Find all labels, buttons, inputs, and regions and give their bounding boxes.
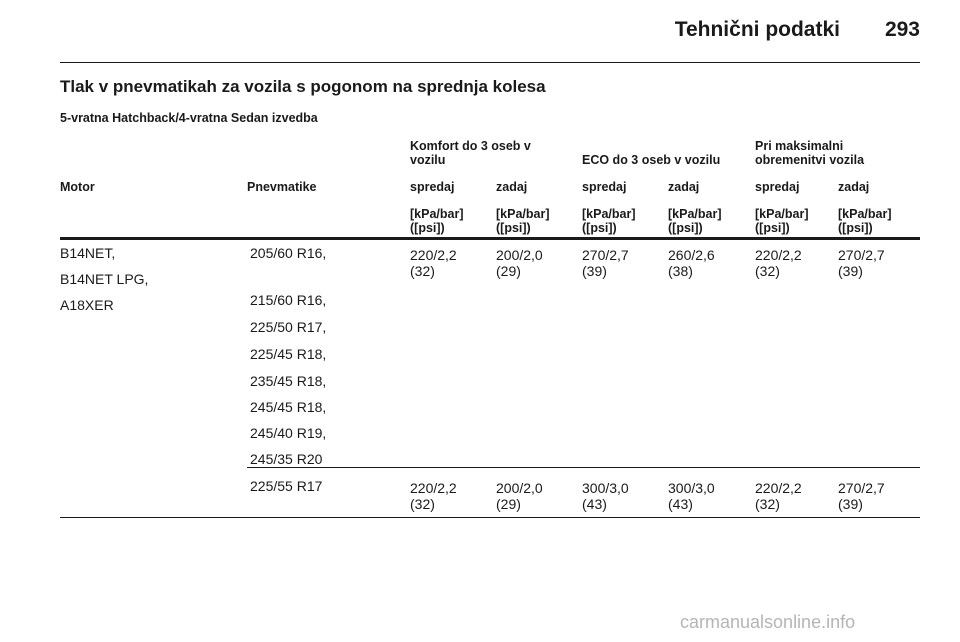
watermark: carmanualsonline.info [680, 612, 856, 632]
pressure-psi: (43) [668, 496, 693, 512]
column-header-eco-rear: zadaj [668, 180, 700, 194]
pressure-kpa-bar: 270/2,7 [838, 480, 885, 496]
pressure-value: 220/2,2 (32) [755, 480, 802, 512]
page-number: 293 [884, 18, 920, 41]
table-bottom-rule [60, 517, 920, 518]
pressure-value: 270/2,7 (39) [838, 247, 885, 279]
column-header-komfort-front: spredaj [410, 180, 455, 194]
tire-size: 225/50 R17, [250, 319, 327, 335]
tire-size: 245/45 R18, [250, 399, 327, 415]
pressure-kpa-bar: 220/2,2 [755, 480, 802, 496]
pressure-psi: (43) [582, 496, 607, 512]
unit-line: [kPa/bar] [496, 207, 550, 221]
variant-label: 5-vratna Hatchback/4-vratna Sedan izvedb… [60, 111, 318, 125]
pressure-value: 220/2,2 (32) [755, 247, 802, 279]
group-header-line: Pri maksimalni [755, 139, 844, 153]
tire-size: 245/35 R20 [250, 451, 323, 467]
pressure-kpa-bar: 270/2,7 [582, 247, 629, 263]
row-divider [247, 467, 920, 468]
tire-size: 225/55 R17 [250, 478, 323, 494]
pressure-kpa-bar: 270/2,7 [838, 247, 885, 263]
tire-size: 215/60 R16, [250, 292, 327, 308]
pressure-psi: (29) [496, 263, 521, 279]
unit-line: [kPa/bar] [582, 207, 636, 221]
chapter-title: Tehnični podatki [674, 18, 840, 41]
tire-size: 225/45 R18, [250, 346, 327, 362]
unit-line: [kPa/bar] [668, 207, 722, 221]
column-header-eco-front: spredaj [582, 180, 627, 194]
unit-line: ([psi]) [755, 221, 790, 235]
column-header-tires: Pnevmatike [247, 180, 317, 194]
pressure-kpa-bar: 200/2,0 [496, 480, 543, 496]
pressure-psi: (38) [668, 263, 693, 279]
unit-line: ([psi]) [582, 221, 617, 235]
pressure-value: 270/2,7 (39) [582, 247, 629, 279]
group-header-komfort: Komfort do 3 oseb v vozilu [410, 139, 531, 167]
pressure-psi: (29) [496, 496, 521, 512]
pressure-value: 200/2,0 (29) [496, 480, 543, 512]
unit-line: ([psi]) [668, 221, 703, 235]
pressure-psi: (32) [755, 496, 780, 512]
tire-size: 205/60 R16, [250, 245, 327, 261]
unit-label: [kPa/bar] ([psi]) [496, 207, 550, 235]
column-header-komfort-rear: zadaj [496, 180, 528, 194]
pressure-psi: (32) [410, 263, 435, 279]
column-header-max-front: spredaj [755, 180, 800, 194]
pressure-value: 300/3,0 (43) [582, 480, 629, 512]
group-header-max: Pri maksimalni obremenitvi vozila [755, 139, 864, 167]
page-header: Tehnični podatki 293 [60, 14, 920, 63]
pressure-value: 270/2,7 (39) [838, 480, 885, 512]
column-header-max-rear: zadaj [838, 180, 870, 194]
pressure-psi: (39) [582, 263, 607, 279]
pressure-kpa-bar: 220/2,2 [410, 247, 457, 263]
pressure-value: 260/2,6 (38) [668, 247, 715, 279]
pressure-kpa-bar: 220/2,2 [410, 480, 457, 496]
unit-label: [kPa/bar] ([psi]) [838, 207, 892, 235]
pressure-psi: (32) [410, 496, 435, 512]
unit-line: ([psi]) [838, 221, 873, 235]
pressure-kpa-bar: 200/2,0 [496, 247, 543, 263]
unit-label: [kPa/bar] ([psi]) [582, 207, 636, 235]
pressure-value: 300/3,0 (43) [668, 480, 715, 512]
unit-label: [kPa/bar] ([psi]) [755, 207, 809, 235]
group-header-line: vozilu [410, 153, 446, 167]
pressure-psi: (39) [838, 263, 863, 279]
unit-line: [kPa/bar] [755, 207, 809, 221]
pressure-psi: (39) [838, 496, 863, 512]
unit-line: [kPa/bar] [838, 207, 892, 221]
unit-line: ([psi]) [496, 221, 531, 235]
column-header-motor: Motor [60, 180, 95, 194]
pressure-value: 220/2,2 (32) [410, 247, 457, 279]
group-header-line: obremenitvi vozila [755, 153, 865, 167]
pressure-value: 200/2,0 (29) [496, 247, 543, 279]
unit-label: [kPa/bar] ([psi]) [668, 207, 722, 235]
pressure-kpa-bar: 260/2,6 [668, 247, 715, 263]
motor-cell: A18XER [60, 297, 114, 313]
pressure-psi: (32) [755, 263, 780, 279]
group-header-line: Komfort do 3 oseb v [410, 139, 531, 153]
tire-size: 245/40 R19, [250, 425, 327, 441]
pressure-kpa-bar: 300/3,0 [582, 480, 629, 496]
unit-line: ([psi]) [410, 221, 445, 235]
motor-cell: B14NET LPG, [60, 271, 149, 287]
header-divider [60, 237, 920, 240]
pressure-kpa-bar: 220/2,2 [755, 247, 802, 263]
unit-line: [kPa/bar] [410, 207, 464, 221]
section-title: Tlak v pnevmatikah za vozila s pogonom n… [60, 77, 546, 96]
motor-cell: B14NET, [60, 245, 116, 261]
tire-size: 235/45 R18, [250, 373, 327, 389]
pressure-value: 220/2,2 (32) [410, 480, 457, 512]
unit-label: [kPa/bar] ([psi]) [410, 207, 464, 235]
pressure-kpa-bar: 300/3,0 [668, 480, 715, 496]
group-header-eco: ECO do 3 oseb v vozilu [582, 153, 721, 167]
